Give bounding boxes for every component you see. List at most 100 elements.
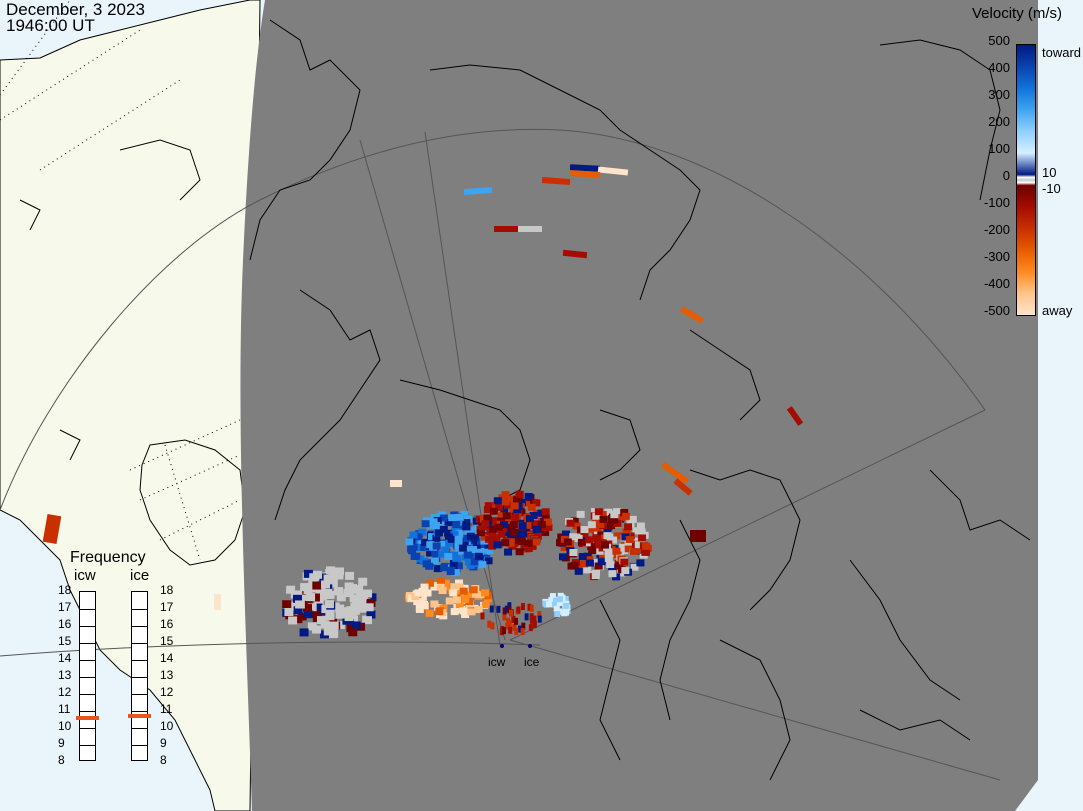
velocity-cell (594, 508, 603, 516)
velocity-cell (358, 577, 368, 586)
frequency-gridline (80, 728, 95, 729)
frequency-gridline (132, 745, 147, 746)
velocity-cell (520, 542, 529, 550)
velocity-cell (463, 187, 493, 195)
velocity-cell (528, 624, 533, 632)
velocity-cell (560, 544, 569, 552)
frequency-bar-icw (76, 591, 99, 761)
velocity-cell (604, 508, 613, 516)
velocity-cell (624, 523, 633, 531)
frequency-tick-right: 14 (160, 651, 174, 665)
velocity-cell (292, 594, 302, 603)
time-label: 1946:00 UT (6, 16, 95, 35)
velocity-cell (556, 596, 563, 603)
frequency-gridline (80, 660, 95, 661)
velocity-cell (439, 525, 448, 533)
velocity-cell (518, 522, 527, 530)
frequency-gridline (132, 677, 147, 678)
frequency-tick-left: 9 (58, 736, 65, 750)
radar-icw-marker (500, 644, 504, 648)
velocity-cell (444, 553, 453, 561)
velocity-cell (515, 490, 524, 498)
velocity-cell (620, 558, 629, 566)
velocity-cell (452, 521, 461, 529)
velocity-cell (514, 617, 519, 625)
velocity-cell (414, 533, 423, 541)
velocity-cell (511, 513, 520, 521)
velocity-cell (444, 529, 453, 537)
velocity-cell (617, 514, 626, 522)
velocity-cell (786, 406, 804, 426)
velocity-cell (506, 539, 515, 547)
velocity-cell (329, 621, 339, 630)
frequency-tick-right: 8 (160, 753, 167, 767)
velocity-cell (515, 548, 524, 556)
velocity-cell (447, 519, 456, 527)
velocity-cell (517, 538, 526, 546)
velocity-cell (420, 602, 429, 610)
velocity-cell (364, 603, 374, 612)
velocity-cell (518, 625, 523, 633)
velocity-cell (421, 520, 430, 528)
velocity-cell (563, 602, 570, 609)
velocity-cell (508, 609, 513, 617)
velocity-cell (585, 559, 594, 567)
velocity-cell (495, 503, 504, 511)
colorbar-tick-label: -300 (983, 249, 1010, 264)
velocity-cell (345, 571, 355, 580)
velocity-cell (489, 534, 498, 542)
velocity-cell (425, 609, 434, 617)
velocity-cell (556, 599, 563, 606)
velocity-cell (445, 539, 454, 547)
velocity-cell (325, 590, 335, 599)
velocity-cell (334, 587, 344, 596)
velocity-cell (476, 548, 485, 556)
velocity-cell (325, 612, 335, 621)
velocity-cell (467, 608, 476, 616)
toward-label: toward (1042, 45, 1082, 60)
velocity-cell (418, 528, 427, 536)
velocity-cell (562, 530, 571, 538)
velocity-cell (409, 531, 418, 539)
colorbar-tick-label: -200 (983, 222, 1010, 237)
velocity-cell (455, 583, 464, 591)
velocity-cell (591, 518, 600, 526)
velocity-cell (558, 553, 567, 561)
velocity-cell (594, 541, 603, 549)
velocity-cell (555, 539, 564, 547)
velocity-colorbar (1016, 44, 1036, 316)
velocity-cell (504, 605, 509, 613)
velocity-cell (505, 622, 510, 630)
velocity-cell (500, 521, 509, 529)
frequency-tick-left: 16 (58, 617, 72, 631)
velocity-cell (461, 610, 470, 618)
velocity-cell (606, 561, 615, 569)
frequency-bar-ice (128, 591, 151, 761)
velocity-cell (449, 563, 458, 571)
velocity-cell (570, 561, 579, 569)
velocity-cell (469, 586, 478, 594)
velocity-cell (303, 569, 313, 578)
velocity-cell (348, 628, 358, 637)
velocity-cell (433, 516, 442, 524)
frequency-tick-right: 13 (160, 668, 174, 682)
velocity-cell (551, 601, 558, 608)
radar-icw-label: icw (488, 655, 506, 669)
velocity-cell (315, 592, 325, 601)
frequency-gridline (132, 660, 147, 661)
velocity-cell (434, 529, 443, 537)
velocity-cell (284, 608, 294, 617)
velocity-cell (474, 522, 483, 530)
velocity-cell (577, 538, 586, 546)
velocity-cell (499, 525, 508, 533)
velocity-cell (414, 539, 423, 547)
velocity-cell (429, 518, 438, 526)
colorbar-tick-label: -100 (983, 195, 1010, 210)
velocity-cell (302, 603, 312, 612)
velocity-cell (293, 606, 303, 615)
velocity-cell (483, 506, 492, 514)
velocity-cell (464, 558, 473, 566)
velocity-cell (517, 498, 526, 506)
velocity-cell (366, 598, 376, 607)
